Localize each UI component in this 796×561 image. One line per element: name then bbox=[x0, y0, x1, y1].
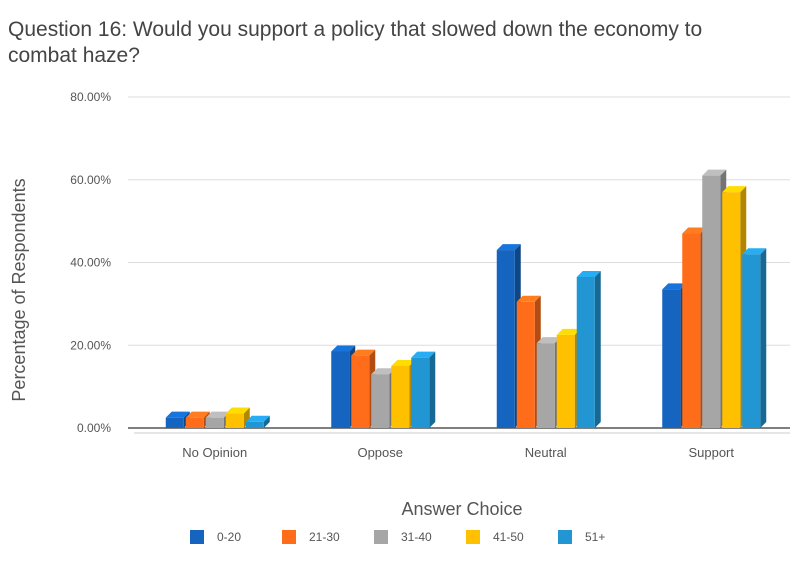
bar-top bbox=[245, 415, 270, 422]
bar-top bbox=[682, 227, 707, 234]
x-category-label: Oppose bbox=[357, 445, 403, 460]
legend-item-41-50: 41-50 bbox=[466, 530, 524, 544]
bar-front bbox=[411, 357, 430, 428]
legend-label: 0-20 bbox=[217, 530, 241, 544]
bar-front bbox=[225, 413, 244, 428]
bar-top bbox=[702, 169, 727, 176]
bar-top bbox=[722, 186, 747, 193]
y-tick-label: 60.00% bbox=[70, 173, 111, 187]
bar-side bbox=[760, 248, 767, 428]
y-tick-label: 40.00% bbox=[70, 256, 111, 270]
bar-top bbox=[351, 349, 376, 356]
bar-front bbox=[351, 355, 370, 428]
bar-neutral-51+ bbox=[576, 270, 601, 428]
bar-front bbox=[371, 374, 390, 428]
bar-front bbox=[185, 417, 204, 428]
y-tick-label: 0.00% bbox=[77, 421, 111, 435]
x-axis-title: Answer Choice bbox=[401, 499, 522, 519]
bar-front bbox=[722, 192, 741, 428]
bar-front bbox=[702, 175, 721, 428]
bar-top bbox=[185, 411, 210, 418]
bar-front bbox=[576, 276, 595, 428]
bar-front bbox=[516, 301, 535, 428]
bar-side bbox=[429, 351, 436, 428]
legend-label: 31-40 bbox=[401, 530, 432, 544]
bar-top bbox=[225, 407, 250, 414]
bar-side bbox=[594, 270, 601, 428]
bar-top bbox=[556, 328, 581, 335]
bar-top bbox=[165, 411, 190, 418]
y-tick-label: 80.00% bbox=[70, 90, 111, 104]
y-axis-title: Percentage of Respondents bbox=[9, 178, 29, 401]
x-category-label: No Opinion bbox=[182, 445, 247, 460]
y-axis-ticks: 0.00% 20.00% 40.00% 60.00% 80.00% bbox=[70, 90, 111, 435]
bar-top bbox=[742, 248, 767, 255]
bar-top bbox=[496, 244, 521, 251]
bar-front bbox=[536, 343, 555, 428]
legend-label: 51+ bbox=[585, 530, 605, 544]
bar-no-opinion-51+ bbox=[245, 415, 270, 428]
legend-swatch bbox=[282, 530, 296, 544]
legend-item-31-40: 31-40 bbox=[374, 530, 432, 544]
legend-item-0-20: 0-20 bbox=[190, 530, 241, 544]
bar-oppose-51+ bbox=[411, 351, 436, 428]
legend-swatch bbox=[466, 530, 480, 544]
legend-swatch bbox=[558, 530, 572, 544]
bar-top bbox=[516, 295, 541, 302]
bar-front bbox=[682, 233, 701, 428]
bar-front bbox=[742, 254, 761, 428]
legend-swatch bbox=[374, 530, 388, 544]
bar-top bbox=[411, 351, 436, 358]
legend-label: 21-30 bbox=[309, 530, 340, 544]
bar-support-51+ bbox=[742, 248, 767, 428]
chart-title-line-1: Question 16: Would you support a policy … bbox=[8, 18, 702, 41]
bar-front bbox=[245, 421, 264, 428]
x-axis-categories: No Opinion Oppose Neutral Support bbox=[182, 445, 734, 460]
bar-front bbox=[205, 417, 224, 428]
bar-front bbox=[662, 289, 681, 428]
bar-top bbox=[576, 270, 601, 277]
chart-title-line-2: combat haze? bbox=[8, 44, 140, 67]
bar-top bbox=[331, 345, 356, 352]
bar-side bbox=[263, 415, 270, 428]
bar-top bbox=[662, 283, 687, 290]
y-tick-label: 20.00% bbox=[70, 338, 111, 352]
bar-top bbox=[391, 359, 416, 366]
legend-item-21-30: 21-30 bbox=[282, 530, 340, 544]
legend-label: 41-50 bbox=[493, 530, 524, 544]
legend: 0-20 21-30 31-40 41-50 51+ bbox=[190, 530, 605, 544]
bar-front bbox=[556, 334, 575, 428]
bar-top bbox=[205, 411, 230, 418]
bar-front bbox=[391, 365, 410, 428]
bar-front bbox=[165, 417, 184, 428]
bar-front bbox=[331, 351, 350, 428]
x-category-label: Neutral bbox=[525, 445, 567, 460]
legend-item-51+: 51+ bbox=[558, 530, 605, 544]
bar-top bbox=[371, 368, 396, 375]
bar-top bbox=[536, 337, 561, 344]
legend-swatch bbox=[190, 530, 204, 544]
bars bbox=[165, 169, 767, 429]
bar-front bbox=[496, 250, 515, 428]
x-category-label: Support bbox=[688, 445, 734, 460]
